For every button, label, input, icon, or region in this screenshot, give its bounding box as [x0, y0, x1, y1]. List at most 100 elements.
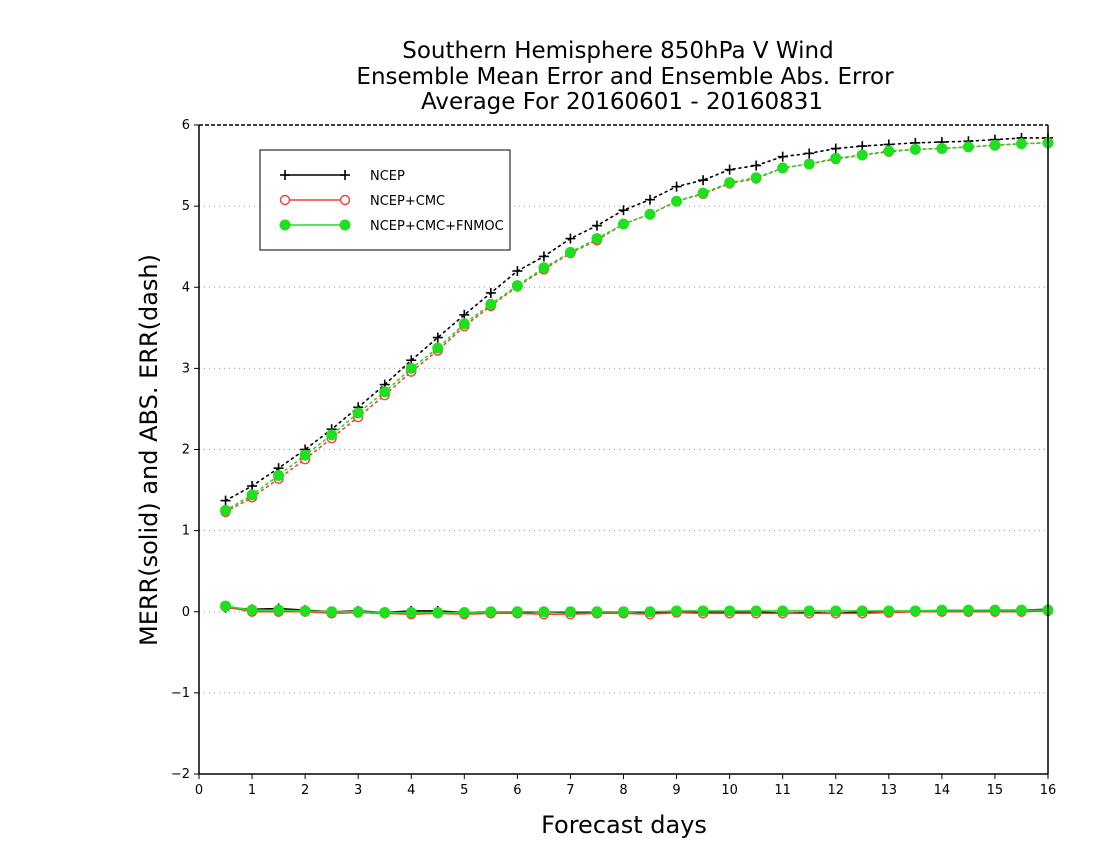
legend-marker-ncep — [280, 170, 290, 180]
y-tick-label: 2 — [182, 443, 190, 458]
x-tick-label: 9 — [672, 783, 680, 798]
x-tick-label: 6 — [513, 783, 521, 798]
abs-error-point-ncep-cmc-fnmoc — [697, 187, 709, 199]
abs-error-point-ncep-cmc-fnmoc — [405, 362, 417, 374]
x-tick-label: 12 — [827, 783, 844, 798]
abs-error-point-ncep — [432, 332, 443, 343]
abs-error-point-ncep-cmc-fnmoc — [326, 429, 338, 441]
y-tick-label: −1 — [171, 686, 190, 701]
mean-error-point-ncep-cmc-fnmoc — [697, 605, 709, 617]
legend: NCEP NCEP+CMC NCEP+CMC+FNMOC — [259, 149, 511, 251]
abs-error-point-ncep-cmc-fnmoc — [273, 469, 285, 481]
chart-title-line-3: Average For 20160601 - 20160831 — [421, 89, 823, 115]
abs-error-point-ncep-cmc-fnmoc — [246, 489, 258, 501]
x-tick-label: 0 — [195, 783, 203, 798]
mean-error-point-ncep-cmc-fnmoc — [379, 607, 391, 619]
mean-error-point-ncep-cmc-fnmoc — [750, 605, 762, 617]
mean-error-point-ncep-cmc-fnmoc — [591, 606, 603, 618]
y-tick-label: 4 — [182, 280, 190, 295]
abs-error-line-ncep-cmc-fnmoc — [224, 142, 1049, 512]
mean-error-point-ncep-cmc-fnmoc — [724, 605, 736, 617]
chart-title-line-2: Ensemble Mean Error and Ensemble Abs. Er… — [356, 64, 894, 90]
mean-error-point-ncep-cmc-fnmoc — [777, 605, 789, 617]
abs-error-point-ncep-cmc-fnmoc — [883, 145, 895, 157]
abs-error-point-ncep-cmc-fnmoc — [856, 149, 868, 161]
y-tick-label: 6 — [182, 118, 190, 133]
legend-marker-ncep-cmc-fnmoc — [339, 219, 351, 231]
abs-error-point-ncep-cmc-fnmoc — [618, 218, 629, 230]
abs-error-point-ncep — [485, 287, 496, 298]
abs-error-point-ncep-cmc-fnmoc — [962, 141, 974, 153]
abs-error-point-ncep — [591, 220, 602, 231]
abs-error-point-ncep-cmc-fnmoc — [644, 208, 656, 220]
abs-error-point-ncep-cmc-fnmoc — [352, 407, 364, 419]
abs-error-point-ncep-cmc-fnmoc — [830, 152, 842, 164]
legend-marker-ncep-cmc — [279, 194, 291, 206]
x-tick-label: 5 — [460, 783, 468, 798]
mean-error-point-ncep-cmc-fnmoc — [671, 605, 683, 617]
x-tick-label: 2 — [301, 783, 309, 798]
x-tick-label: 4 — [407, 783, 415, 798]
abs-error-point-ncep — [857, 141, 868, 152]
legend-label-ncep-cmc-fnmoc: NCEP+CMC+FNMOC — [370, 219, 504, 234]
abs-error-point-ncep-cmc-fnmoc — [750, 172, 762, 184]
abs-error-point-ncep — [565, 233, 576, 244]
legend-label-ncep-cmc: NCEP+CMC — [370, 194, 445, 209]
mean-error-point-ncep-cmc-fnmoc — [405, 607, 417, 619]
x-tick-label: 16 — [1040, 783, 1057, 798]
abs-error-point-ncep — [645, 194, 656, 205]
abs-error-point-ncep-cmc-fnmoc — [671, 195, 683, 207]
abs-error-point-ncep — [512, 266, 523, 277]
x-tick-label: 11 — [774, 783, 791, 798]
x-tick-label: 7 — [566, 783, 574, 798]
abs-error-point-ncep-cmc-fnmoc — [458, 318, 470, 330]
y-tick-label: 3 — [182, 361, 190, 376]
abs-error-point-ncep-cmc-fnmoc — [936, 143, 948, 155]
y-tick-label: −2 — [171, 767, 190, 782]
mean-error-point-ncep-cmc-fnmoc — [564, 606, 576, 618]
abs-error-point-ncep — [777, 151, 788, 162]
abs-error-point-ncep — [751, 160, 762, 171]
abs-error-point-ncep-cmc-fnmoc — [989, 139, 1001, 151]
mean-error-point-ncep-cmc-fnmoc — [246, 604, 258, 616]
abs-error-point-ncep-cmc-fnmoc — [511, 280, 523, 292]
mean-error-point-ncep-cmc-fnmoc — [618, 606, 629, 618]
abs-error-point-ncep — [459, 309, 470, 320]
mean-error-point-ncep-cmc-fnmoc — [326, 606, 338, 618]
x-tick-label: 1 — [248, 783, 256, 798]
legend-samples — [279, 170, 351, 231]
mean-error-point-ncep-cmc-fnmoc — [909, 605, 921, 617]
y-axis-label: MERR(solid) and ABS. ERR(dash) — [135, 254, 163, 646]
abs-error-point-ncep — [671, 181, 682, 192]
legend-marker-ncep-cmc — [339, 194, 351, 206]
mean-error-point-ncep-cmc-fnmoc — [432, 607, 444, 619]
abs-error-point-ncep-cmc-fnmoc — [220, 504, 232, 516]
mean-error-point-ncep-cmc-fnmoc — [962, 604, 974, 616]
abs-error-point-ncep — [618, 205, 629, 216]
legend-label-ncep: NCEP — [370, 169, 405, 184]
abs-error-point-ncep-cmc-fnmoc — [591, 233, 603, 245]
mean-error-point-ncep-cmc-fnmoc — [458, 607, 470, 619]
mean-error-point-ncep-cmc-fnmoc — [352, 606, 364, 618]
mean-error-point-ncep-cmc-fnmoc — [936, 604, 948, 616]
mean-error-point-ncep-cmc-fnmoc — [299, 605, 311, 617]
abs-error-point-ncep — [698, 175, 709, 186]
x-tick-label: 13 — [881, 783, 898, 798]
mean-error-point-ncep-cmc-fnmoc — [511, 606, 523, 618]
abs-error-point-ncep — [220, 495, 231, 506]
abs-error-point-ncep-cmc-fnmoc — [777, 162, 789, 174]
x-tick-label: 14 — [934, 783, 951, 798]
mean-error-point-ncep-cmc-fnmoc — [485, 606, 497, 618]
abs-error-point-ncep-cmc-fnmoc — [724, 177, 736, 189]
abs-error-point-ncep-cmc-fnmoc — [299, 449, 311, 461]
mean-error-point-ncep-cmc-fnmoc — [989, 604, 1001, 616]
mean-error-point-ncep-cmc-fnmoc — [1015, 604, 1027, 616]
mean-error-point-ncep-cmc-fnmoc — [883, 605, 895, 617]
mean-error-point-ncep-cmc-fnmoc — [644, 606, 656, 618]
abs-error-point-ncep-cmc-fnmoc — [909, 143, 921, 155]
abs-error-point-ncep-cmc-fnmoc — [379, 386, 391, 398]
abs-error-point-ncep-cmc-fnmoc — [538, 262, 550, 274]
mean-error-point-ncep-cmc-fnmoc — [538, 606, 550, 618]
